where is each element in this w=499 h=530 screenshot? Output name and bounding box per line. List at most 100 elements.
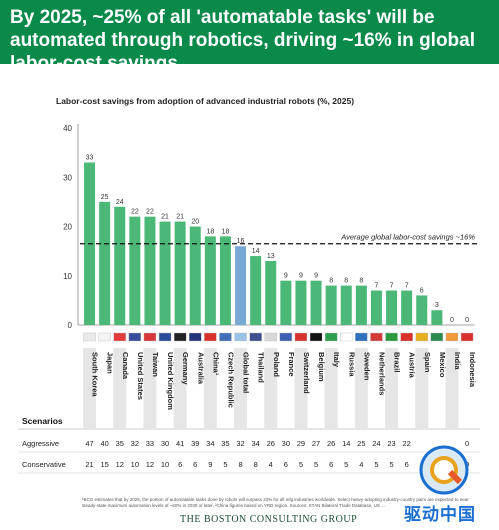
bar-value-label: 13 xyxy=(267,253,275,260)
category-band xyxy=(143,348,157,428)
category-band xyxy=(203,348,217,428)
bar-value-label: 7 xyxy=(405,283,409,290)
bar-value-label: 9 xyxy=(314,273,318,280)
bar-value-label: 24 xyxy=(116,199,124,206)
category-band xyxy=(264,348,278,428)
category-band xyxy=(234,348,248,428)
bar-value-label: 8 xyxy=(329,278,333,285)
scenario-value: 14 xyxy=(342,439,350,448)
scenario-value: 5 xyxy=(344,460,348,469)
x-tick-label: Mexico xyxy=(438,352,447,378)
bar xyxy=(325,285,337,325)
scenario-value: 27 xyxy=(312,439,320,448)
scenario-value: 23 xyxy=(387,439,395,448)
x-tick-label: Belgium xyxy=(317,352,326,382)
scenario-value: 41 xyxy=(176,439,184,448)
bar xyxy=(159,221,171,325)
bar xyxy=(295,280,307,325)
bar xyxy=(129,216,141,325)
scenarios-header: Scenarios xyxy=(22,416,63,426)
brand-name: THE BOSTON CONSULTING GROUP xyxy=(180,514,358,525)
bar xyxy=(280,280,292,325)
flag-icon xyxy=(460,332,474,342)
flag-icon xyxy=(83,332,96,342)
scenario-value: 6 xyxy=(178,460,182,469)
flag-icon xyxy=(113,332,126,342)
scenario-value: 47 xyxy=(85,439,93,448)
flag-icon xyxy=(158,332,172,342)
scenario-value: 40 xyxy=(100,439,108,448)
x-tick-label: Russia xyxy=(347,352,356,377)
scenario-value: 12 xyxy=(146,460,154,469)
bar-value-label: 7 xyxy=(374,283,378,290)
scenario-value: 6 xyxy=(329,460,333,469)
bar xyxy=(99,201,111,325)
x-tick-label: Canada xyxy=(121,352,130,380)
bar xyxy=(416,295,428,325)
x-tick-label: Australia xyxy=(196,352,205,385)
bar-value-label: 16 xyxy=(237,238,245,245)
scenario-value: 35 xyxy=(116,439,124,448)
scenario-value: 6 xyxy=(193,460,197,469)
category-band xyxy=(415,348,429,428)
scenario-value: 35 xyxy=(221,439,229,448)
scenario-value: 33 xyxy=(146,439,154,448)
flag-icon xyxy=(279,332,293,342)
bar-value-label: 18 xyxy=(206,228,214,235)
scenario-value: 4 xyxy=(269,460,273,469)
x-tick-label: Sweden xyxy=(362,352,371,381)
scenario-value: 32 xyxy=(236,439,244,448)
scenario-value: 5 xyxy=(223,460,227,469)
scenario-value: 26 xyxy=(267,439,275,448)
category-band xyxy=(113,348,127,428)
x-tick-label: Brazil xyxy=(393,352,402,372)
bar xyxy=(355,285,367,325)
scenario-value: 30 xyxy=(282,439,290,448)
scenario-value: 39 xyxy=(191,439,199,448)
scenario-value: 26 xyxy=(327,439,335,448)
footnote: ¹BCG estimates that by 2025, the portion… xyxy=(82,497,469,508)
y-tick-label: 30 xyxy=(63,173,72,182)
flag-icon xyxy=(370,332,383,342)
bar-value-label: 3 xyxy=(435,302,439,309)
category-band xyxy=(324,348,338,428)
scenario-value: 10 xyxy=(131,460,139,469)
flag-icon xyxy=(204,332,217,342)
flag-icon xyxy=(324,332,338,342)
y-tick-label: 20 xyxy=(63,223,72,232)
scenario-value: 24 xyxy=(372,439,380,448)
x-tick-label: Czech Republic xyxy=(226,352,235,408)
flag-icon xyxy=(219,332,232,342)
scenario-value: 30 xyxy=(161,439,169,448)
flag-icon xyxy=(430,332,444,342)
scenario-value: 8 xyxy=(238,460,242,469)
scenario-value: 5 xyxy=(314,460,318,469)
scenario-value: 6 xyxy=(405,460,409,469)
scenario-value: 29 xyxy=(297,439,305,448)
bar xyxy=(144,216,156,325)
bar-value-label: 22 xyxy=(146,209,154,216)
bar xyxy=(250,256,262,325)
bar-value-label: 9 xyxy=(299,273,303,280)
bar-value-label: 33 xyxy=(86,154,94,161)
bar xyxy=(401,290,413,325)
y-tick-label: 40 xyxy=(63,124,72,133)
bar-value-label: 18 xyxy=(222,228,230,235)
scenario-value: 0 xyxy=(465,439,469,448)
bar xyxy=(310,280,322,325)
scenario-value: 10 xyxy=(161,460,169,469)
flag-icon xyxy=(143,332,157,342)
scenario-value: 32 xyxy=(131,439,139,448)
x-tick-label: Austria xyxy=(408,352,417,379)
watermark-logo: 驱动中国 xyxy=(388,444,492,526)
scenario-value: 22 xyxy=(402,439,410,448)
scenario-value: 6 xyxy=(284,460,288,469)
scenario-row-label: Aggressive xyxy=(22,439,59,448)
bar xyxy=(219,236,231,325)
bar-value-label: 21 xyxy=(161,214,169,221)
category-band xyxy=(354,348,368,428)
bar xyxy=(114,206,126,325)
bar-value-label: 8 xyxy=(359,278,363,285)
scenario-value: 5 xyxy=(389,460,393,469)
category-band xyxy=(385,348,399,428)
